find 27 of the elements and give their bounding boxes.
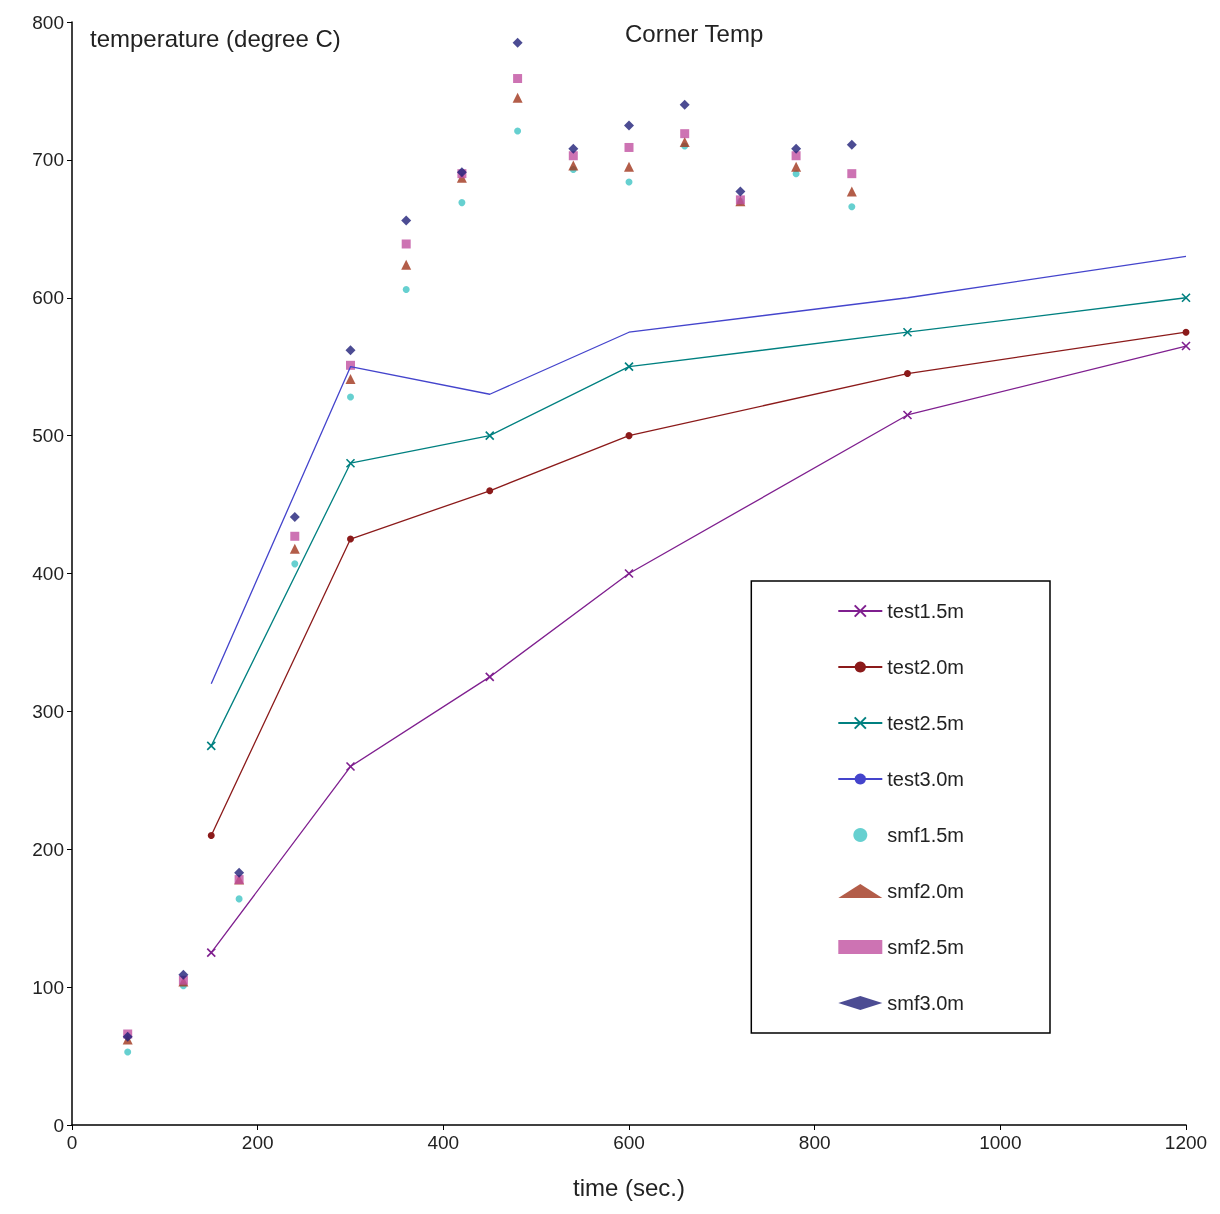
y-tick-label: 700 [32, 149, 64, 171]
x-tick-label: 600 [613, 1132, 645, 1153]
y-tick-label: 400 [32, 563, 64, 584]
y-tick-label: 0 [53, 1114, 64, 1136]
y-axis-title: temperature (degree C) [90, 24, 341, 52]
legend-label: smf3.0m [887, 992, 964, 1014]
x-tick-label: 1000 [979, 1132, 1022, 1153]
y-tick-label: 600 [32, 287, 64, 309]
y-tick-label: 500 [32, 425, 64, 447]
x-tick-label: 800 [798, 1132, 831, 1153]
legend-label: smf2.5m [887, 936, 964, 958]
legend-label: test2.5m [887, 712, 964, 734]
y-tick-label: 300 [32, 700, 64, 722]
legend-label: test3.0m [887, 768, 964, 790]
legend-label: test2.0m [887, 656, 964, 678]
x-axis-title: time (sec.) [572, 1173, 686, 1201]
y-tick-label: 200 [32, 838, 64, 860]
x-tick-label: 0 [66, 1132, 78, 1153]
x-tick-label: 400 [427, 1132, 460, 1153]
y-tick-label: 100 [32, 976, 64, 998]
legend-label: smf1.5m [887, 824, 964, 846]
x-tick-label: 200 [241, 1132, 274, 1153]
legend-label: smf2.0m [887, 880, 964, 902]
legend-label: test1.5m [887, 600, 964, 622]
x-tick-label: 1200 [1164, 1132, 1208, 1153]
y-tick-label: 800 [32, 11, 64, 33]
chart-title: Corner Temp [625, 19, 764, 47]
